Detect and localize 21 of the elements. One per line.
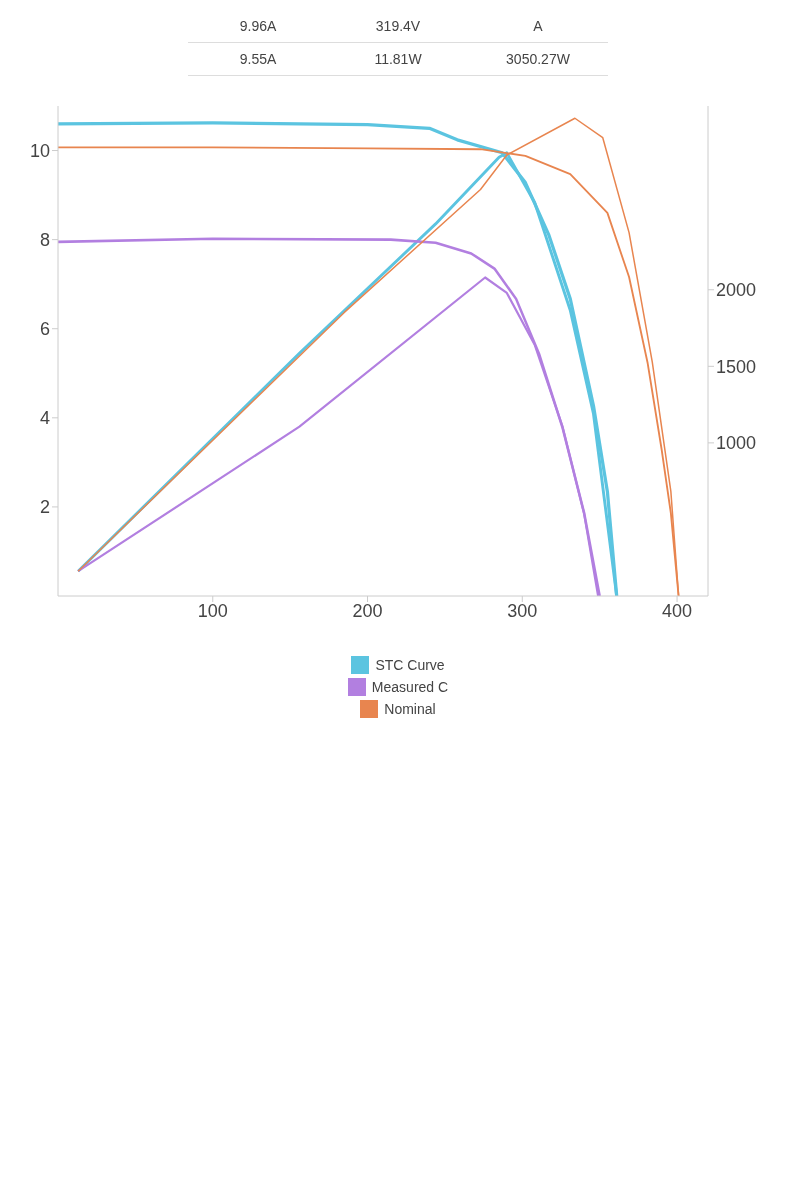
x-tick-label: 400	[662, 600, 693, 621]
text: 9.55A	[188, 43, 328, 76]
text: 11.81W	[328, 43, 468, 76]
legend-label: STC Curve	[375, 657, 445, 673]
text: 3050.27W	[468, 43, 608, 76]
y2-tick-label: 1500	[716, 356, 757, 377]
x-tick-label: 100	[197, 600, 228, 621]
text: 319.4V	[328, 10, 468, 43]
text: A	[468, 10, 608, 43]
y-tick-label: 6	[39, 319, 50, 340]
y-tick-label: 10	[29, 140, 50, 161]
legend-label: Measured C	[371, 679, 449, 695]
legend-label: Nominal	[384, 701, 436, 717]
y-tick-label: 2	[39, 497, 50, 518]
x-tick-label: 200	[352, 600, 383, 621]
y-tick-label: 4	[39, 408, 50, 429]
y2-tick-label: 1000	[716, 433, 757, 454]
y-tick-label: 8	[39, 230, 50, 251]
text: 9.96A	[188, 10, 328, 43]
x-tick-label: 300	[507, 600, 538, 621]
y2-tick-label: 2000	[716, 280, 757, 301]
